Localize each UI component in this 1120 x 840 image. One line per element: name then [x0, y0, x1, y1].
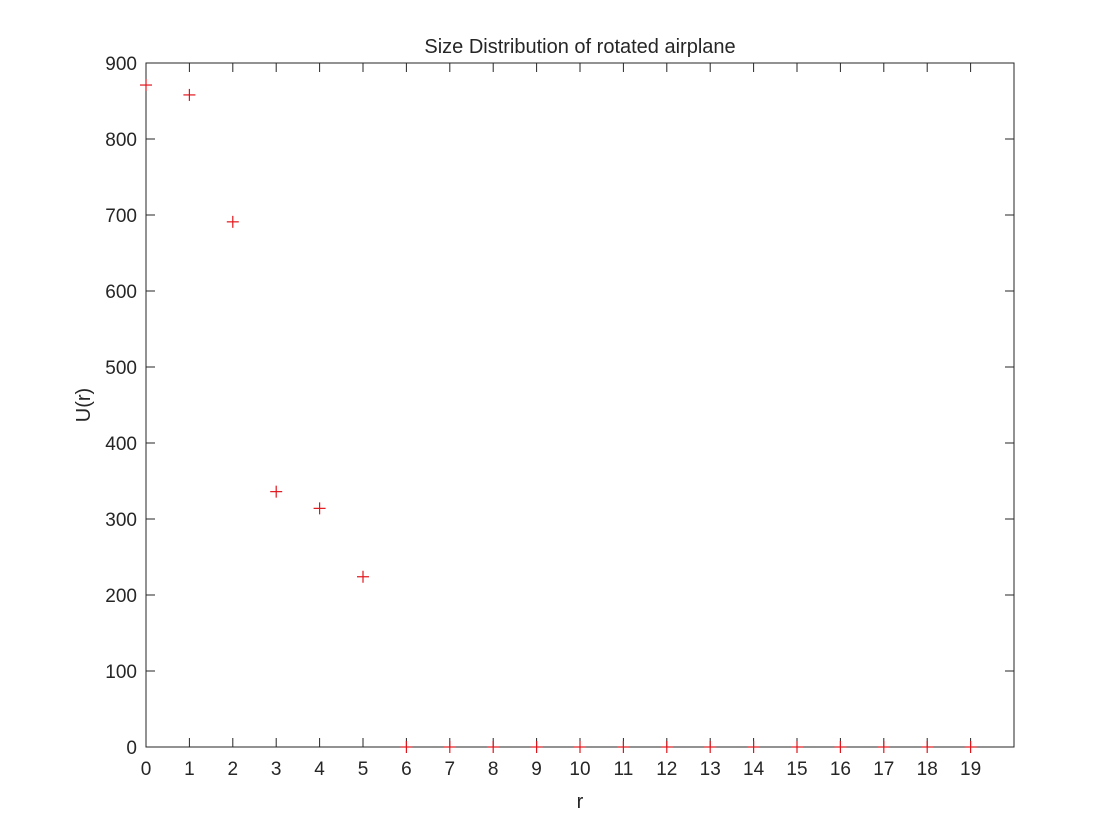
y-tick-label: 200	[105, 586, 137, 607]
data-point	[530, 741, 543, 753]
y-tick-label: 500	[105, 358, 137, 379]
x-tick-label: 0	[141, 759, 152, 780]
data-point	[964, 741, 977, 753]
data-point	[140, 79, 152, 92]
y-tick-label: 100	[105, 662, 137, 683]
y-tick-label: 0	[126, 738, 137, 759]
data-point	[226, 215, 239, 228]
x-tick-label: 16	[830, 759, 851, 780]
data-point	[574, 741, 586, 753]
data-point	[357, 570, 369, 583]
y-tick-label: 800	[105, 130, 137, 151]
x-tick-label: 17	[873, 759, 894, 780]
x-tick-label: 12	[656, 759, 677, 780]
x-tick-label: 19	[960, 759, 981, 780]
x-tick-label: 7	[445, 759, 456, 780]
y-tick-label: 300	[105, 510, 137, 531]
x-tick-label: 4	[314, 759, 325, 780]
x-tick-label: 14	[743, 759, 765, 780]
data-point	[660, 741, 673, 753]
x-tick-label: 13	[700, 759, 721, 780]
x-tick-label: 6	[401, 759, 412, 780]
y-tick-label: 900	[105, 54, 137, 75]
data-point	[921, 741, 934, 753]
data-point	[400, 741, 413, 753]
x-tick-label: 9	[531, 759, 542, 780]
x-axis: 0 1 2 3 4 5 6 7 8 9 10 11 12 13 14 15 16 17 18 19	[141, 63, 981, 780]
plot-area	[145, 62, 1015, 748]
x-tick-label: 8	[488, 759, 499, 780]
y-tick-label: 600	[105, 282, 137, 303]
data-point	[617, 741, 630, 753]
x-tick-label: 18	[917, 759, 938, 780]
x-tick-label: 11	[614, 759, 634, 780]
data-point	[183, 88, 196, 101]
y-axis: 0 100 200 300 400 500 600 700 800 900	[105, 54, 1014, 759]
data-points	[140, 79, 977, 753]
y-tick-label: 700	[105, 206, 137, 227]
y-tick-label: 400	[105, 434, 137, 455]
data-point	[704, 741, 717, 753]
data-point	[834, 741, 847, 753]
x-tick-label: 2	[228, 759, 239, 780]
data-point	[791, 741, 803, 753]
x-tick-label: 3	[271, 759, 282, 780]
x-tick-label: 1	[184, 759, 195, 780]
data-point	[487, 741, 500, 753]
data-point	[270, 485, 283, 498]
chart-title: Size Distribution of rotated airplane	[424, 36, 735, 58]
x-tick-label: 5	[358, 759, 369, 780]
x-tick-label: 10	[569, 759, 590, 780]
data-point	[443, 741, 456, 753]
data-point	[747, 741, 760, 753]
data-point	[877, 741, 890, 753]
x-tick-label: 15	[786, 759, 807, 780]
data-point	[313, 502, 326, 515]
x-axis-label: r	[577, 791, 584, 813]
y-axis-label: U(r)	[73, 388, 95, 422]
